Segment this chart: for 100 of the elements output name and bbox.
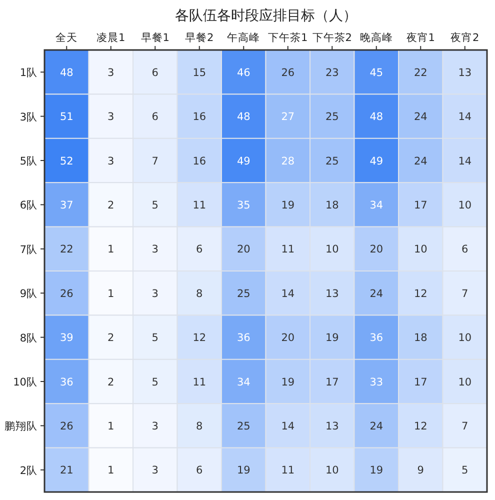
data-label: 10 <box>458 200 472 212</box>
data-label: 1 <box>108 288 114 300</box>
data-label: 1 <box>108 244 114 256</box>
data-label: 13 <box>325 420 339 432</box>
x-tick-label: 下午茶1 <box>268 31 308 44</box>
data-label: 5 <box>152 332 158 344</box>
x-tick-label: 夜宵2 <box>450 31 480 44</box>
data-label: 11 <box>281 464 295 477</box>
data-label: 17 <box>325 376 339 388</box>
data-label: 20 <box>236 244 250 256</box>
data-label: 6 <box>462 244 469 256</box>
data-label: 8 <box>196 420 203 432</box>
data-label: 25 <box>236 288 250 300</box>
data-label: 10 <box>458 332 472 344</box>
data-label: 14 <box>458 155 472 168</box>
data-label: 11 <box>192 376 206 388</box>
data-label: 1 <box>108 420 114 432</box>
data-label: 19 <box>325 332 339 344</box>
data-label: 10 <box>414 244 428 256</box>
x-tick-label: 午高峰 <box>227 31 260 44</box>
y-tick-label: 2队 <box>20 464 38 477</box>
data-label: 25 <box>325 111 339 124</box>
y-tick-label: 5队 <box>20 156 38 168</box>
data-label: 3 <box>152 288 158 300</box>
data-label: 16 <box>192 155 206 168</box>
data-label: 5 <box>462 464 468 477</box>
data-label: 24 <box>414 155 428 168</box>
data-label: 19 <box>281 376 295 388</box>
data-label: 3 <box>108 111 114 124</box>
data-label: 22 <box>414 66 428 79</box>
data-label: 5 <box>152 200 158 212</box>
data-label: 23 <box>325 66 339 79</box>
data-label: 48 <box>370 111 384 124</box>
data-label: 24 <box>370 288 384 300</box>
data-label: 3 <box>152 420 158 432</box>
data-label: 33 <box>370 376 384 388</box>
data-label: 15 <box>192 66 206 79</box>
data-label: 6 <box>152 111 159 124</box>
data-label: 49 <box>236 155 250 168</box>
data-label: 22 <box>60 244 74 256</box>
data-label: 13 <box>458 66 472 79</box>
data-label: 2 <box>108 376 114 388</box>
y-tick-label: 1队 <box>20 67 38 80</box>
data-label: 26 <box>60 420 74 432</box>
data-label: 1 <box>108 464 114 477</box>
y-tick-label: 3队 <box>20 111 38 124</box>
data-label: 10 <box>325 464 339 477</box>
data-label: 18 <box>414 332 428 344</box>
data-label: 14 <box>458 111 472 124</box>
x-tick-label: 凌晨1 <box>96 31 126 44</box>
data-label: 9 <box>417 464 424 477</box>
data-label: 19 <box>236 464 250 477</box>
y-tick-label: 8队 <box>20 332 38 344</box>
data-label: 3 <box>108 66 114 79</box>
data-label: 18 <box>325 200 339 212</box>
data-label: 36 <box>60 376 74 388</box>
y-tick-label: 10队 <box>13 376 38 388</box>
chart-title: 各队伍各时段应排目标（人） <box>174 8 357 24</box>
data-label: 12 <box>192 332 206 344</box>
y-tick-label: 7队 <box>20 244 38 256</box>
data-label: 14 <box>281 288 295 300</box>
data-label: 45 <box>370 66 384 79</box>
data-label: 3 <box>152 464 158 477</box>
data-label: 6 <box>152 66 159 79</box>
data-label: 17 <box>414 200 428 212</box>
y-tick-label: 9队 <box>20 288 38 300</box>
data-label: 26 <box>281 66 295 79</box>
data-label: 16 <box>192 111 206 124</box>
data-label: 7 <box>462 288 468 300</box>
data-label: 26 <box>60 288 74 300</box>
data-label: 6 <box>196 464 204 477</box>
data-label: 5 <box>152 376 158 388</box>
data-label: 12 <box>414 288 428 300</box>
data-label: 7 <box>462 420 468 432</box>
data-label: 2 <box>108 200 114 212</box>
data-label: 3 <box>108 155 114 168</box>
x-tick-label: 全天 <box>56 32 78 44</box>
data-label: 14 <box>281 420 295 432</box>
data-label: 10 <box>325 244 339 256</box>
data-label: 7 <box>152 155 158 168</box>
data-label: 8 <box>196 288 203 300</box>
data-label: 20 <box>281 332 295 344</box>
data-label: 25 <box>325 155 339 168</box>
data-label: 25 <box>236 420 250 432</box>
data-label: 48 <box>236 111 250 124</box>
data-label: 36 <box>236 332 251 344</box>
data-label: 19 <box>370 464 384 477</box>
data-label: 28 <box>281 155 295 168</box>
data-label: 12 <box>414 420 428 432</box>
data-label: 2 <box>108 332 114 344</box>
x-tick-label: 夜宵1 <box>406 31 435 44</box>
data-label: 34 <box>236 376 251 388</box>
data-label: 34 <box>370 200 384 212</box>
data-label: 36 <box>370 332 384 344</box>
data-label: 35 <box>236 200 250 212</box>
data-label: 11 <box>281 244 295 256</box>
data-label: 37 <box>60 200 74 212</box>
y-tick-label: 鹏翔队 <box>4 420 38 433</box>
data-label: 46 <box>236 66 251 79</box>
x-tick-label: 早餐1 <box>140 32 170 44</box>
